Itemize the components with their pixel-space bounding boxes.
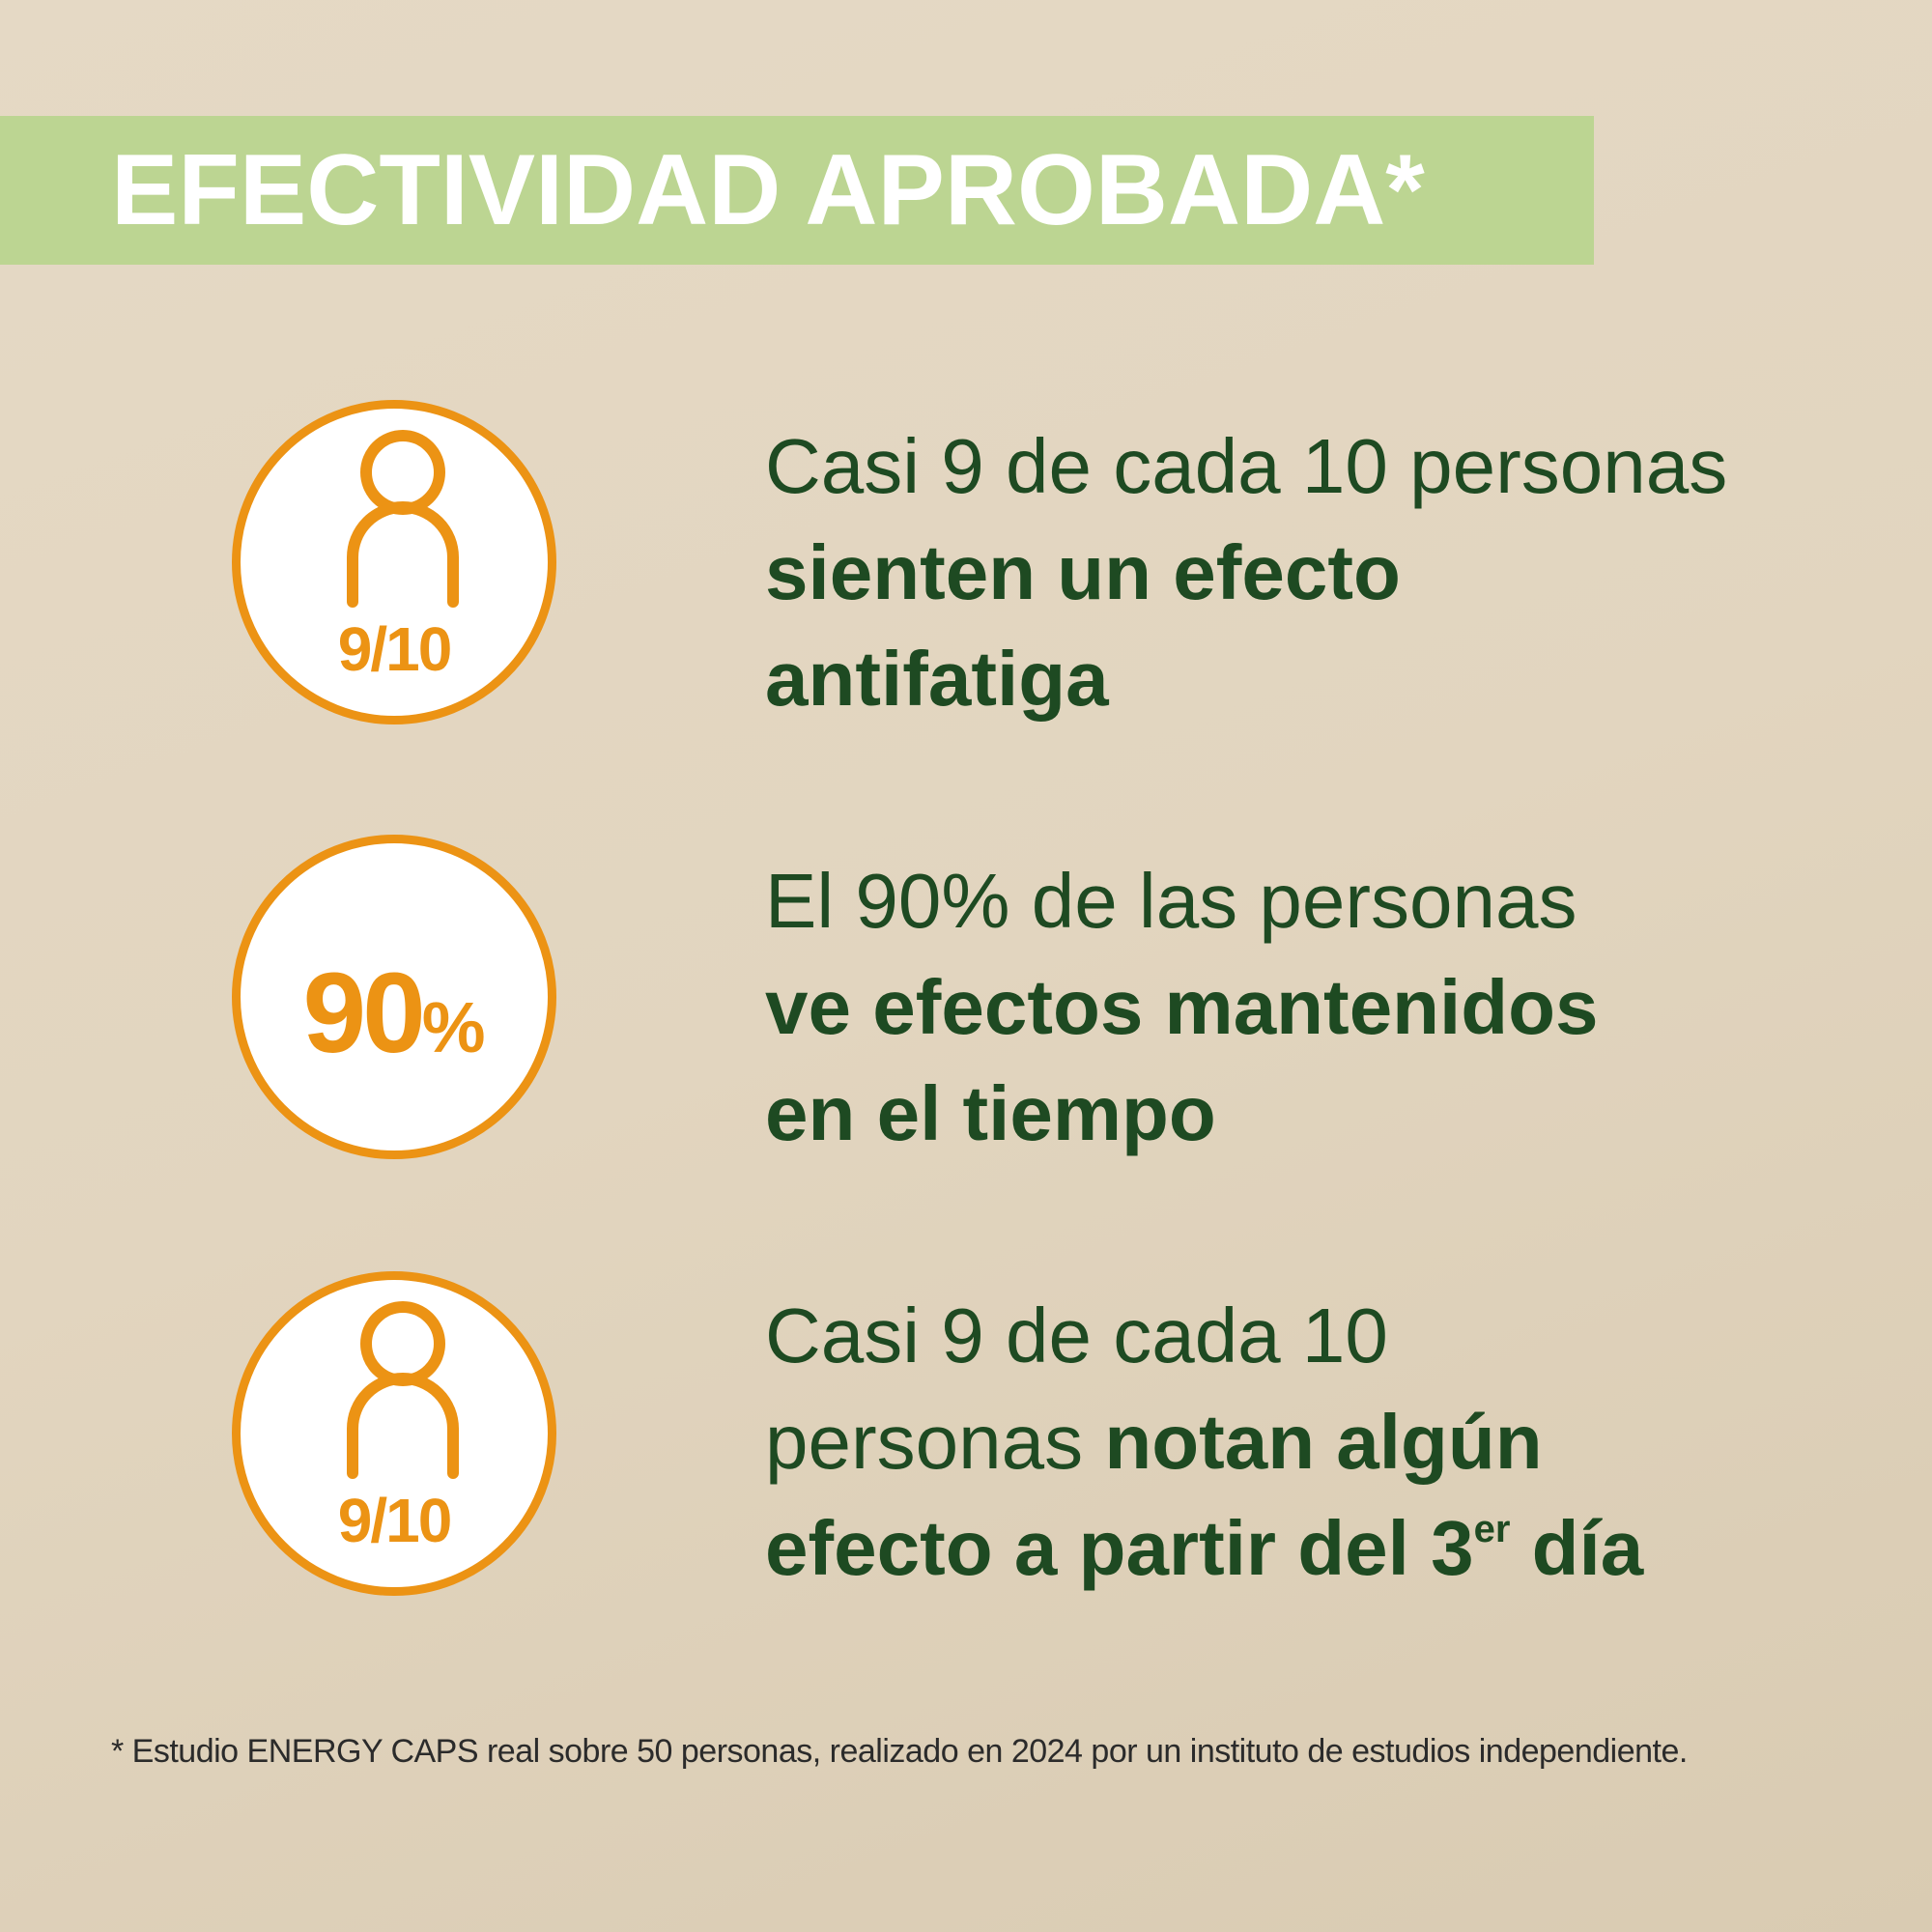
stat-3-badge: 9/10 — [232, 1271, 556, 1596]
ratio-label: 9/10 — [337, 1486, 453, 1555]
title-banner: EFECTIVIDAD APROBADA* — [0, 116, 1594, 265]
stat-2-badge: 90% — [232, 835, 556, 1159]
stat-3-line-2-regular: personas — [765, 1399, 1105, 1485]
stat-1-line-1: Casi 9 de cada 10 personas — [765, 423, 1728, 509]
stat-1-badge: 9/10 — [232, 400, 556, 724]
percent-sign: % — [421, 987, 486, 1067]
percent-number: 90 — [302, 950, 425, 1077]
stat-3-line-2: personas notan algún — [765, 1389, 1886, 1495]
footnote: * Estudio ENERGY CAPS real sobre 50 pers… — [111, 1733, 1688, 1770]
stat-1-line-3: antifatiga — [765, 636, 1109, 722]
stat-3-text: Casi 9 de cada 10 personas notan algún e… — [765, 1283, 1886, 1602]
stat-2-line-2: ve efectos mantenidos — [765, 964, 1599, 1050]
stat-3-line-1: Casi 9 de cada 10 — [765, 1293, 1388, 1378]
percent-label: 90% — [241, 948, 548, 1079]
stat-1-line-2: sienten un efecto — [765, 529, 1401, 615]
stat-2-line-1: El 90% de las personas — [765, 858, 1577, 944]
person-icon — [347, 1301, 459, 1479]
stat-2-text: El 90% de las personas ve efectos manten… — [765, 848, 1886, 1167]
stat-3-line-3-pre: efecto a partir del 3 — [765, 1505, 1474, 1591]
stat-3-line-3-sup: er — [1473, 1508, 1511, 1550]
stat-3-line-3: efecto a partir del 3er día — [765, 1495, 1886, 1602]
stat-1-text: Casi 9 de cada 10 personas sienten un ef… — [765, 413, 1886, 732]
page-title: EFECTIVIDAD APROBADA* — [111, 134, 1425, 246]
person-icon — [347, 430, 459, 608]
stat-3-line-3-post: día — [1510, 1505, 1644, 1591]
stat-2-line-3: en el tiempo — [765, 1070, 1216, 1156]
stat-3-line-2-bold: notan algún — [1104, 1399, 1543, 1485]
ratio-label: 9/10 — [337, 614, 453, 684]
